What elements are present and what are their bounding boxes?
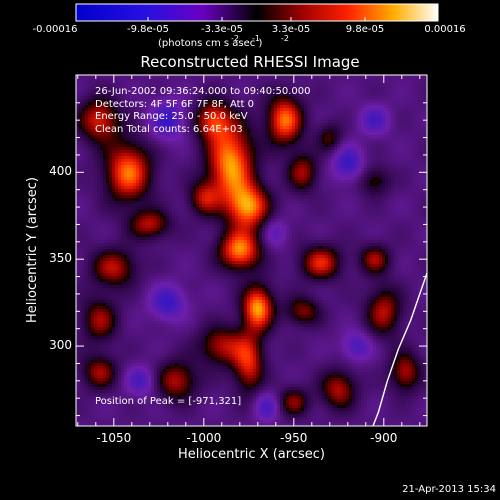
colorbar-gradient [76, 4, 438, 21]
x-axis-ticks [77, 75, 421, 426]
footer-timestamp: 21-Apr-2013 15:34 [402, 484, 496, 495]
colorbar-tick-label: -3.3e-05 [201, 24, 243, 35]
x-tick-label: -950 [280, 431, 308, 445]
colorbar-tick-label: -9.8e-05 [127, 24, 169, 35]
y-tick-label: 400 [49, 164, 72, 179]
unit-exponent: -2 [281, 34, 289, 43]
y-axis-ticks [76, 102, 427, 417]
colorbar [75, 3, 439, 22]
y-tick-label: 350 [49, 251, 72, 266]
x-tick-label: -1050 [96, 431, 132, 445]
unit-exponent: -2 [231, 34, 239, 43]
observation-info: 26-Jun-2002 09:36:24.000 to 09:40:50.000… [95, 86, 311, 136]
detectors-text: Detectors: 4F 5F 6F 7F 8F, Att 0 [95, 98, 255, 110]
colorbar-tick-label: 3.3e-05 [271, 24, 311, 35]
x-tick-label: -1000 [186, 431, 222, 445]
plot-frame [75, 74, 428, 427]
heatmap-image [76, 75, 427, 426]
clean-counts-text: Clean Total counts: 6.64E+03 [95, 123, 243, 135]
chart-title: Reconstructed RHESSI Image [140, 53, 360, 71]
energy-range-text: Energy Range: 25.0 - 50.0 keV [95, 111, 248, 122]
x-axis-label: Heliocentric X (arcsec) [178, 447, 325, 462]
colorbar-frame [75, 3, 439, 22]
time-range-text: 26-Jun-2002 09:36:24.000 to 09:40:50.000 [95, 86, 311, 97]
x-tick-label: -900 [370, 431, 398, 445]
unit-exponent: -1 [252, 34, 260, 43]
limb-line [372, 272, 428, 427]
colorbar-unit: (photons cm s asec ) -2 -1 -2 [158, 34, 289, 49]
colorbar-tick-label: 9.8e-05 [345, 24, 385, 35]
plot-axes [75, 74, 428, 427]
colorbar-tick-label: -0.00016 [32, 24, 78, 35]
colorbar-tick-label: 0.00016 [424, 24, 466, 35]
peak-position-text: Position of Peak = [-971,321] [95, 396, 242, 407]
y-tick-label: 300 [49, 338, 72, 353]
solar-limb [372, 272, 428, 427]
y-axis-label: Heliocentric Y (arcsec) [25, 177, 40, 323]
